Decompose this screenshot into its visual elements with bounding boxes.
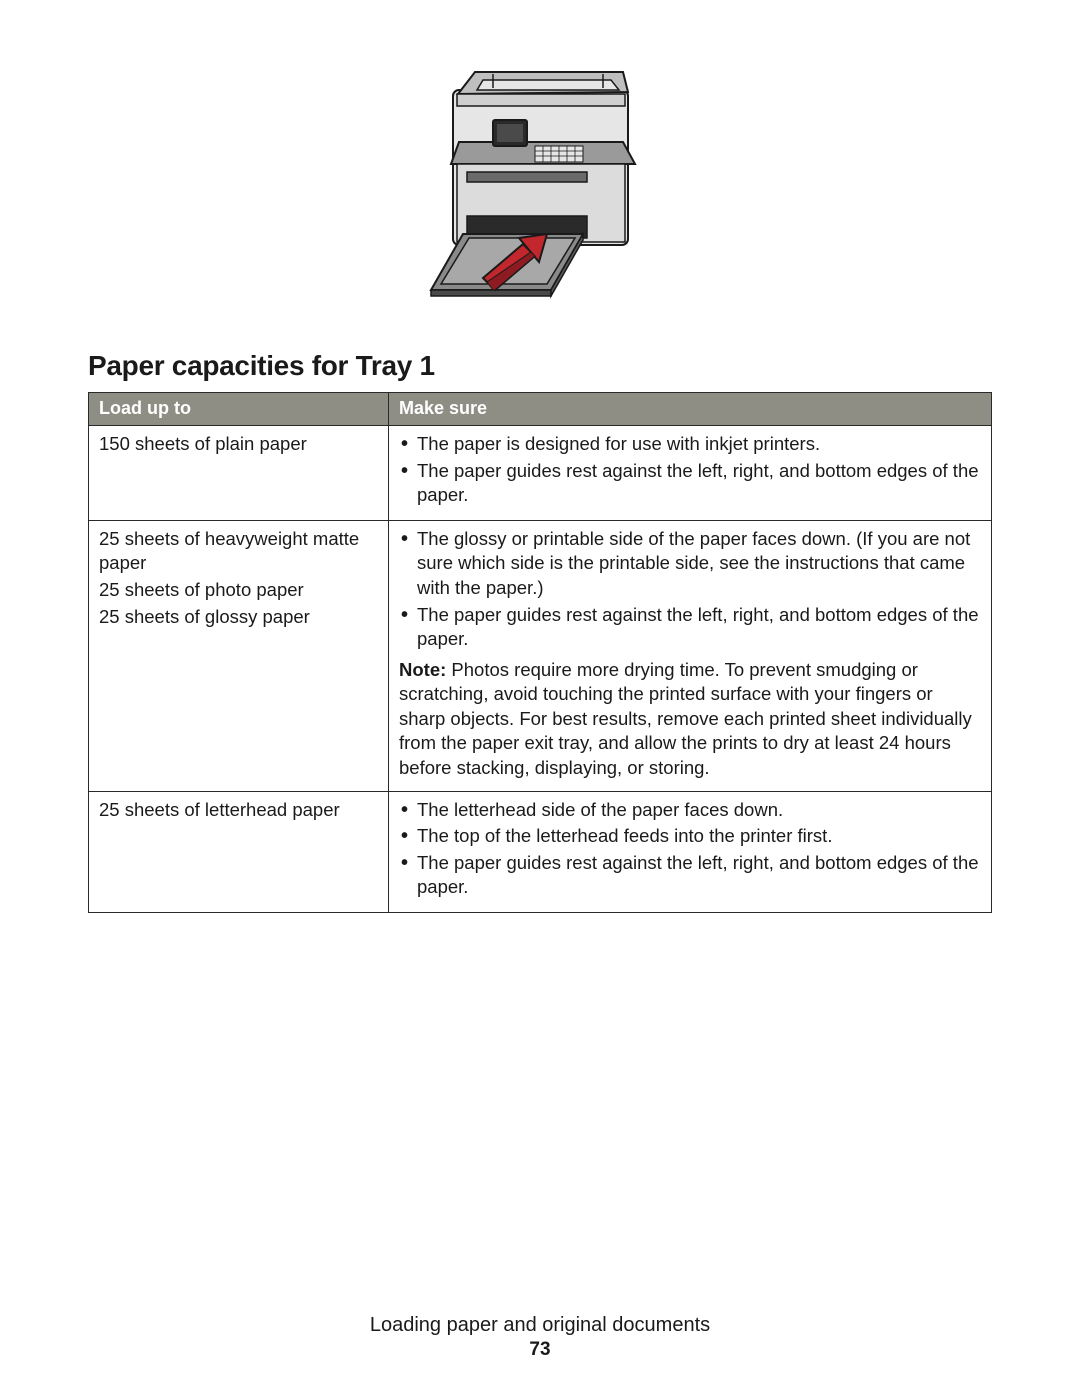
table-row: 25 sheets of letterhead paper The letter…: [89, 791, 992, 912]
note-block: Note: Photos require more drying time. T…: [399, 658, 981, 781]
note-label: Note:: [399, 659, 446, 680]
section-heading: Paper capacities for Tray 1: [88, 350, 992, 382]
load-line: 25 sheets of heavyweight matte paper: [99, 527, 378, 576]
load-cell: 150 sheets of plain paper: [89, 425, 389, 520]
bullet-item: The letterhead side of the paper faces d…: [399, 798, 981, 823]
bullet-item: The paper is designed for use with inkje…: [399, 432, 981, 457]
load-line: 25 sheets of letterhead paper: [99, 798, 378, 823]
bullet-item: The paper guides rest against the left, …: [399, 851, 981, 900]
table-row: 25 sheets of heavyweight matte paper 25 …: [89, 520, 992, 791]
bullet-item: The top of the letterhead feeds into the…: [399, 824, 981, 849]
page-footer: Loading paper and original documents 73: [0, 1314, 1080, 1361]
footer-chapter-title: Loading paper and original documents: [0, 1314, 1080, 1337]
capacity-table: Load up to Make sure 150 sheets of plain…: [88, 392, 992, 913]
bullet-item: The glossy or printable side of the pape…: [399, 527, 981, 601]
load-cell: 25 sheets of letterhead paper: [89, 791, 389, 912]
table-row: 150 sheets of plain paper The paper is d…: [89, 425, 992, 520]
footer-page-number: 73: [0, 1339, 1080, 1361]
makesure-cell: The paper is designed for use with inkje…: [389, 425, 992, 520]
col-header-makesure: Make sure: [389, 393, 992, 426]
illustration-container: [88, 60, 992, 300]
bullet-item: The paper guides rest against the left, …: [399, 603, 981, 652]
makesure-cell: The letterhead side of the paper faces d…: [389, 791, 992, 912]
bullet-item: The paper guides rest against the left, …: [399, 459, 981, 508]
makesure-cell: The glossy or printable side of the pape…: [389, 520, 992, 791]
load-cell: 25 sheets of heavyweight matte paper 25 …: [89, 520, 389, 791]
col-header-load: Load up to: [89, 393, 389, 426]
load-line: 25 sheets of photo paper: [99, 578, 378, 603]
load-line: 150 sheets of plain paper: [99, 432, 378, 457]
manual-page: Paper capacities for Tray 1 Load up to M…: [0, 0, 1080, 1397]
note-text: Photos require more drying time. To prev…: [399, 659, 972, 778]
printer-illustration: [423, 60, 658, 300]
load-line: 25 sheets of glossy paper: [99, 605, 378, 630]
